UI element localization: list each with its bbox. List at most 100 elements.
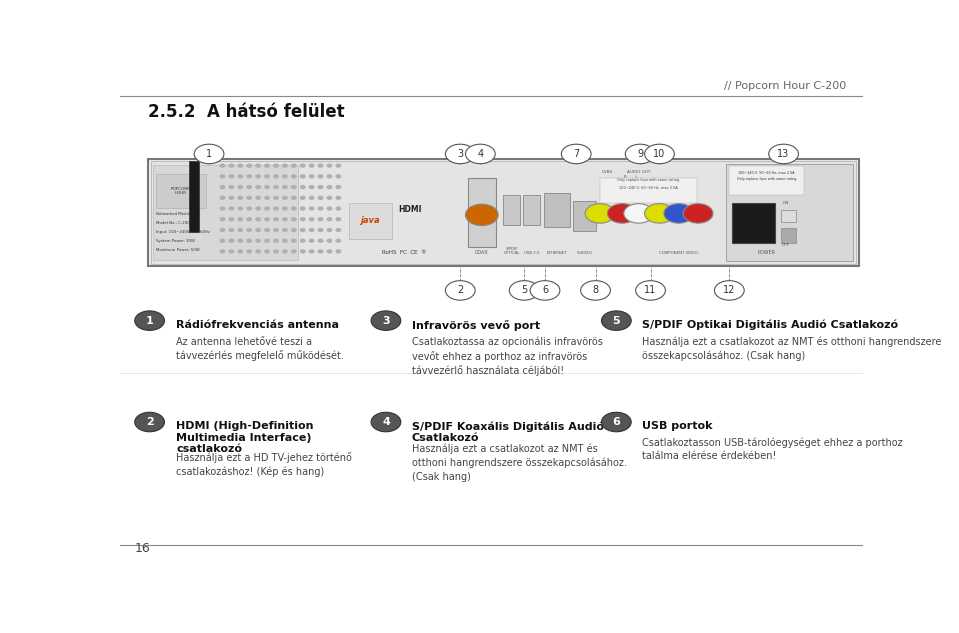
Text: Infravörös vevő port: Infravörös vevő port — [412, 320, 540, 330]
Circle shape — [134, 311, 165, 330]
Circle shape — [256, 185, 260, 189]
Text: ETHERNET: ETHERNET — [547, 251, 567, 255]
FancyBboxPatch shape — [349, 203, 392, 239]
Text: 9: 9 — [637, 149, 643, 159]
Circle shape — [273, 207, 278, 210]
FancyBboxPatch shape — [148, 159, 858, 266]
Circle shape — [247, 229, 251, 232]
Circle shape — [585, 204, 615, 223]
Circle shape — [327, 229, 332, 232]
Circle shape — [229, 218, 234, 221]
Circle shape — [337, 207, 340, 210]
Circle shape — [318, 239, 323, 242]
Text: Only replace fuse with same rating: Only replace fuse with same rating — [618, 179, 679, 182]
Circle shape — [221, 164, 224, 167]
Circle shape — [300, 218, 305, 221]
Circle shape — [318, 218, 323, 221]
Text: HDMI: HDMI — [398, 205, 422, 214]
Text: 2: 2 — [457, 285, 463, 296]
Circle shape — [607, 204, 637, 223]
Circle shape — [238, 250, 243, 253]
Text: 7: 7 — [573, 149, 579, 159]
Circle shape — [273, 239, 278, 242]
Text: Networked Media Tank: Networked Media Tank — [156, 213, 200, 216]
Text: 4: 4 — [478, 149, 483, 159]
Circle shape — [221, 239, 224, 242]
FancyBboxPatch shape — [726, 164, 853, 261]
Circle shape — [300, 185, 305, 189]
Circle shape — [238, 239, 243, 242]
Circle shape — [580, 280, 611, 300]
Circle shape — [310, 207, 314, 210]
Circle shape — [300, 229, 305, 232]
Circle shape — [221, 196, 224, 199]
Circle shape — [292, 164, 296, 167]
Text: 4: 4 — [382, 417, 390, 427]
Text: OFF: OFF — [782, 242, 790, 247]
Text: S-VIDEO: S-VIDEO — [576, 251, 593, 255]
Circle shape — [292, 250, 296, 253]
Text: S/PDIF
OPTICAL: S/PDIF OPTICAL — [503, 247, 520, 255]
Circle shape — [300, 239, 305, 242]
Circle shape — [337, 250, 340, 253]
Text: System Power: 30W: System Power: 30W — [156, 239, 196, 242]
Circle shape — [229, 164, 234, 167]
Text: Az antenna lehetővé teszi a
távvezérlés megfelelő működését.: Az antenna lehetővé teszi a távvezérlés … — [176, 337, 344, 361]
Circle shape — [283, 239, 287, 242]
Circle shape — [194, 144, 224, 164]
Text: RoHS  FC  CE  ®: RoHS FC CE ® — [383, 250, 427, 255]
Circle shape — [283, 250, 287, 253]
Circle shape — [256, 250, 260, 253]
Circle shape — [601, 311, 631, 330]
Text: java: java — [361, 216, 380, 225]
Circle shape — [221, 229, 224, 232]
Circle shape — [283, 175, 287, 178]
Circle shape — [327, 196, 332, 199]
Text: ON: ON — [783, 201, 789, 205]
Circle shape — [265, 229, 269, 232]
Circle shape — [300, 164, 305, 167]
FancyBboxPatch shape — [152, 161, 855, 264]
Circle shape — [238, 185, 243, 189]
Text: 2: 2 — [146, 417, 153, 427]
Circle shape — [300, 207, 305, 210]
Text: 16: 16 — [134, 542, 151, 555]
Circle shape — [273, 164, 278, 167]
Text: 8: 8 — [593, 285, 598, 296]
Text: 1: 1 — [146, 316, 153, 325]
Text: 5: 5 — [613, 316, 620, 325]
Circle shape — [318, 196, 323, 199]
Text: 11: 11 — [644, 285, 657, 296]
Circle shape — [273, 175, 278, 178]
Circle shape — [283, 196, 287, 199]
Text: 3: 3 — [457, 149, 463, 159]
Circle shape — [300, 196, 305, 199]
Circle shape — [636, 280, 666, 300]
Circle shape — [265, 218, 269, 221]
Circle shape — [273, 185, 278, 189]
Text: Csatlakoztassa az opcionális infravörös
vevőt ehhez a porthoz az infravörös
távv: Csatlakoztassa az opcionális infravörös … — [412, 337, 603, 377]
Text: 1: 1 — [206, 149, 212, 159]
Circle shape — [247, 196, 251, 199]
Circle shape — [256, 164, 260, 167]
Circle shape — [134, 412, 165, 432]
Text: Használja ezt a csatlakozot az NMT és otthoni hangrendszere
összekapcsolásához. : Használja ezt a csatlakozot az NMT és ot… — [643, 337, 942, 361]
Circle shape — [337, 229, 340, 232]
Circle shape — [509, 280, 539, 300]
Circle shape — [247, 185, 251, 189]
FancyBboxPatch shape — [152, 165, 297, 260]
Circle shape — [238, 218, 243, 221]
Text: 12: 12 — [723, 285, 736, 296]
Circle shape — [221, 218, 224, 221]
Circle shape — [265, 239, 269, 242]
Circle shape — [310, 250, 314, 253]
Circle shape — [318, 229, 323, 232]
Circle shape — [229, 196, 234, 199]
Circle shape — [310, 185, 314, 189]
Circle shape — [310, 164, 314, 167]
Circle shape — [238, 196, 243, 199]
Circle shape — [283, 229, 287, 232]
Circle shape — [221, 175, 224, 178]
Circle shape — [300, 175, 305, 178]
FancyBboxPatch shape — [155, 175, 206, 208]
